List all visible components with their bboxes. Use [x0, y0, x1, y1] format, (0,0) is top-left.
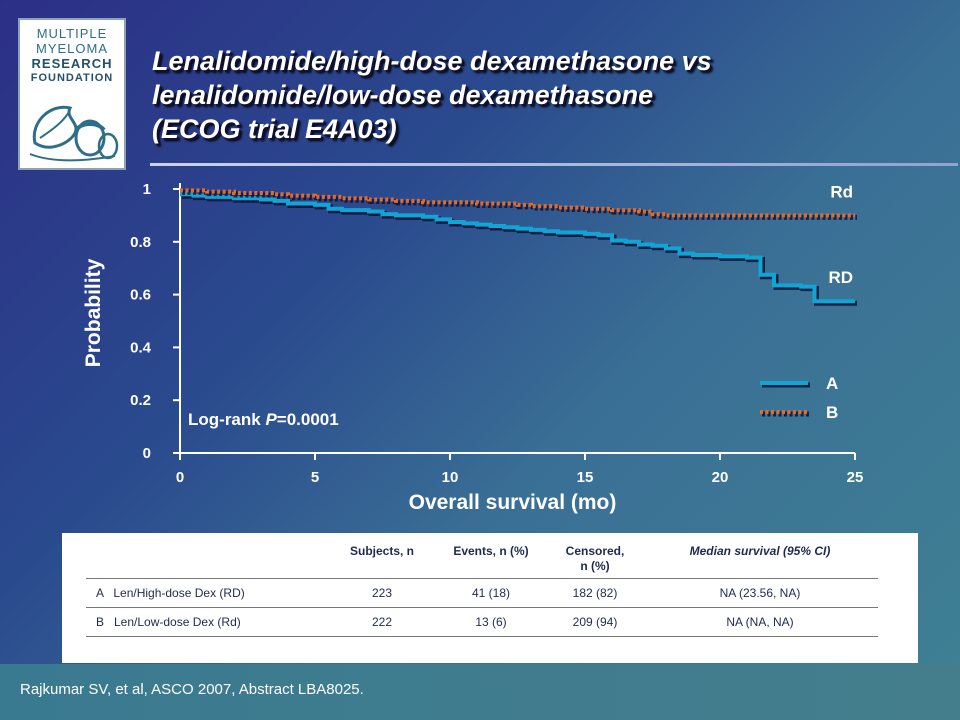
table-header: Median survival (95% CI) — [642, 540, 878, 579]
table-cell: 182 (82) — [548, 578, 642, 608]
table-cell: 13 (6) — [434, 607, 548, 637]
title-line-3: (ECOG trial E4A03) — [152, 114, 397, 144]
legend-label-A: A — [826, 374, 838, 393]
y-axis-label: Probability — [82, 258, 105, 367]
x-tick-label: 25 — [847, 469, 864, 486]
logo-line-2: MYELOMA — [35, 41, 108, 56]
table-cell: 41 (18) — [434, 578, 548, 608]
y-tick-label: 0.4 — [130, 339, 152, 356]
series-Rd-line — [180, 188, 855, 218]
title-line-1: Lenalidomide/high-dose dexamethasone vs — [152, 46, 712, 76]
table-cell: NA (NA, NA) — [642, 607, 878, 637]
table-header: Subjects, n — [330, 540, 434, 579]
table-cell: 209 (94) — [548, 607, 642, 637]
x-tick-label: 10 — [442, 469, 459, 486]
title-divider — [150, 163, 958, 166]
x-tick-label: 20 — [712, 469, 729, 486]
table-header: Events, n (%) — [434, 540, 548, 579]
series-RD-shadow — [182, 193, 857, 306]
x-tick-label: 0 — [176, 469, 184, 486]
y-tick-label: 0.6 — [130, 287, 151, 304]
table-cell: 223 — [330, 578, 434, 608]
mmrf-logo: MULTIPLE MYELOMA RESEARCH FOUNDATION — [18, 18, 126, 170]
table-cell: NA (23.56, NA) — [642, 578, 878, 608]
chart-series — [180, 188, 857, 306]
table-row: B Len/Low-dose Dex (Rd) 222 13 (6) 209 (… — [86, 607, 878, 637]
slide-title: Lenalidomide/high-dose dexamethasone vs … — [152, 44, 932, 146]
series-RD-label: RD — [828, 268, 853, 287]
title-line-2: lenalidomide/low-dose dexamethasone — [152, 80, 654, 110]
log-rank-annotation: Log-rank P=0.0001 — [188, 410, 339, 429]
chart-ticks: 0 5 10 15 20 25 0 0.2 0.4 0.6 0.8 1 — [130, 181, 863, 486]
y-tick-label: 1 — [143, 181, 151, 198]
chart-labels: RD Rd AB Log-rank P=0.0001 Overall survival … — [82, 182, 853, 514]
series-RD-line — [180, 192, 855, 304]
x-tick-label: 15 — [577, 469, 594, 486]
x-axis-label: Overall survival (mo) — [409, 491, 617, 514]
table-cell: A Len/High-dose Dex (RD) — [86, 578, 330, 608]
logo-line-3: RESEARCH — [31, 56, 113, 71]
logo-line-1: MULTIPLE — [36, 26, 108, 41]
summary-table: Subjects, n Events, n (%) Censored, n (%… — [86, 540, 878, 637]
footer-bar: Rajkumar SV, et al, ASCO 2007, Abstract … — [0, 664, 960, 720]
table-header — [86, 540, 330, 579]
x-tick-label: 5 — [311, 469, 319, 486]
table-row: A Len/High-dose Dex (RD) 223 41 (18) 182… — [86, 578, 878, 608]
table-cell: 222 — [330, 607, 434, 637]
chart-axes — [179, 183, 855, 454]
series-Rd-label: Rd — [830, 182, 853, 201]
y-tick-label: 0 — [143, 445, 151, 462]
legend-label-B: B — [826, 403, 838, 422]
logo-line-4: FOUNDATION — [30, 72, 114, 84]
oak-leaf-icon — [29, 105, 119, 162]
citation: Rajkumar SV, et al, ASCO 2007, Abstract … — [20, 681, 364, 698]
y-tick-label: 0.8 — [130, 234, 151, 251]
survival-chart: 0 5 10 15 20 25 0 0.2 0.4 0.6 0.8 1 RD Rd AB Log-rank … — [82, 181, 863, 514]
y-tick-label: 0.2 — [130, 392, 151, 409]
table-header: Censored, n (%) — [548, 540, 642, 579]
table-header-row: Subjects, n Events, n (%) Censored, n (%… — [86, 540, 878, 579]
summary-table-panel: Subjects, n Events, n (%) Censored, n (%… — [62, 533, 918, 663]
table-cell: B Len/Low-dose Dex (Rd) — [86, 607, 330, 637]
